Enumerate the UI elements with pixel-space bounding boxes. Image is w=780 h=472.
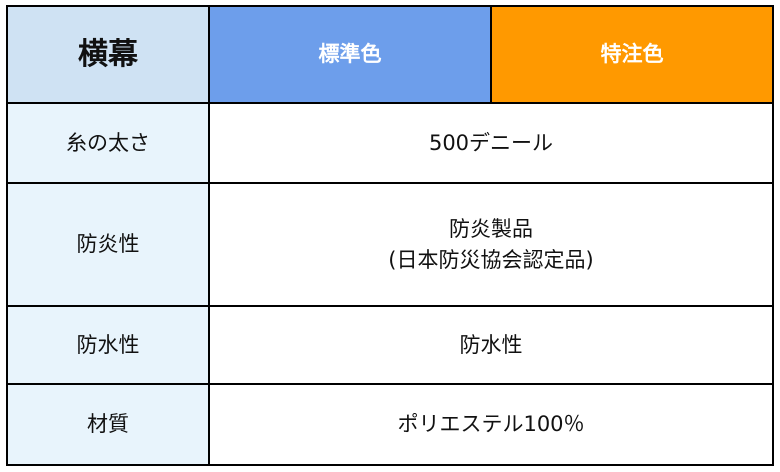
special-color-header: 特注色 — [490, 5, 774, 104]
spec-table: 横幕 標準色 特注色 糸の太さ 500デニール 防炎性 防炎製品 (日本防災協会… — [6, 5, 774, 466]
row-value: 防炎製品 (日本防災協会認定品) — [208, 182, 774, 307]
row-label: 防水性 — [6, 305, 210, 385]
row-value-line1: 防炎製品 — [449, 217, 533, 242]
row-label: 材質 — [6, 383, 210, 466]
row-value-line2: (日本防災協会認定品) — [388, 247, 594, 272]
table-row: 防水性 防水性 — [6, 305, 774, 385]
row-value: ポリエステル100％ — [208, 383, 774, 466]
row-value: 500デニール — [208, 102, 774, 184]
row-value: 防水性 — [208, 305, 774, 385]
table-title: 横幕 — [6, 5, 210, 104]
table-row: 材質 ポリエステル100％ — [6, 383, 774, 466]
standard-color-header: 標準色 — [208, 5, 492, 104]
header-row: 横幕 標準色 特注色 — [6, 5, 774, 104]
table-row: 糸の太さ 500デニール — [6, 102, 774, 184]
row-label: 糸の太さ — [6, 102, 210, 184]
row-label: 防炎性 — [6, 182, 210, 307]
table-row: 防炎性 防炎製品 (日本防災協会認定品) — [6, 182, 774, 307]
